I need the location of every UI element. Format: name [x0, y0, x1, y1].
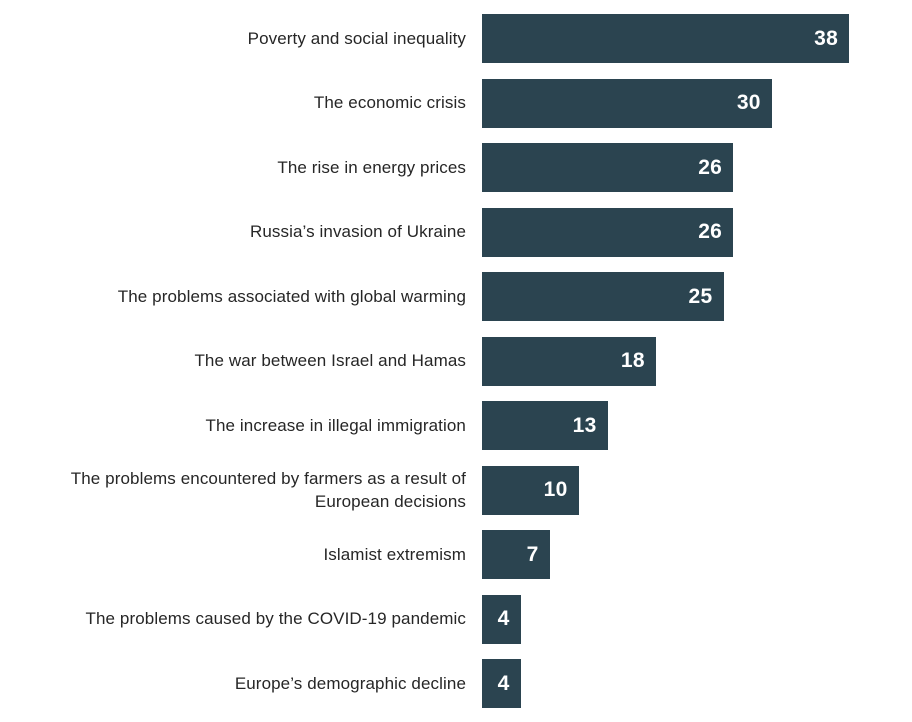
bar-track: 10: [482, 465, 912, 515]
category-label: Islamist extremism: [323, 544, 466, 564]
value-label: 18: [620, 349, 645, 372]
category-label: The war between Israel and Hamas: [194, 351, 466, 371]
bar: 4: [482, 659, 521, 708]
bar-row: Islamist extremism 7: [0, 530, 912, 579]
value-label: 4: [497, 607, 510, 630]
bar: 4: [482, 594, 521, 644]
category-label: The problems caused by the COVID-19 pand…: [85, 609, 466, 629]
bar-row: The increase in illegal immigration 13: [0, 401, 912, 450]
value-label: 26: [698, 155, 723, 179]
bar: 18: [482, 336, 656, 386]
value-label: 26: [698, 220, 723, 243]
category-label: The problems encountered by farmers as a…: [70, 468, 466, 511]
value-label: 7: [526, 542, 539, 566]
bar: 13: [482, 401, 608, 450]
category-label: Poverty and social inequality: [247, 28, 466, 48]
bar-row: Europe’s demographic decline 4: [0, 659, 912, 708]
bar-row: Russia’s invasion of Ukraine 26: [0, 207, 912, 257]
bar-row: Poverty and social inequality 38: [0, 14, 912, 63]
bar: 25: [482, 272, 724, 321]
bar-row: The economic crisis 30: [0, 78, 912, 128]
bar-track: 38: [482, 14, 912, 63]
value-label: 4: [497, 671, 510, 695]
bar: 38: [482, 14, 850, 63]
value-label: 10: [543, 478, 568, 501]
bar-track: 26: [482, 207, 912, 257]
bar-track: 30: [482, 78, 912, 128]
bar-row: The war between Israel and Hamas 18: [0, 336, 912, 386]
bar: 26: [482, 143, 734, 192]
category-label: Russia’s invasion of Ukraine: [249, 222, 466, 242]
bar-track: 13: [482, 401, 912, 450]
category-label: The rise in energy prices: [277, 157, 466, 177]
category-label: The increase in illegal immigration: [205, 415, 466, 435]
bar-row: The problems caused by the COVID-19 pand…: [0, 594, 912, 644]
value-label: 30: [736, 91, 761, 114]
bar: 10: [482, 465, 579, 515]
value-label: 38: [814, 26, 839, 50]
bar-track: 7: [482, 530, 912, 579]
category-label: Europe’s demographic decline: [234, 673, 466, 693]
bar: 7: [482, 530, 550, 579]
value-label: 25: [688, 284, 713, 308]
bar-track: 4: [482, 659, 912, 708]
bar-row: The problems associated with global warm…: [0, 272, 912, 321]
bar-track: 4: [482, 594, 912, 644]
bar-track: 25: [482, 272, 912, 321]
bar-row: The problems encountered by farmers as a…: [0, 465, 912, 515]
bar-row: The rise in energy prices 26: [0, 143, 912, 192]
category-label: The economic crisis: [313, 93, 466, 113]
category-label: The problems associated with global warm…: [117, 286, 466, 306]
bar: 30: [482, 78, 772, 128]
bar-track: 26: [482, 143, 912, 192]
bar-track: 18: [482, 336, 912, 386]
bar: 26: [482, 207, 734, 257]
value-label: 13: [572, 413, 597, 437]
